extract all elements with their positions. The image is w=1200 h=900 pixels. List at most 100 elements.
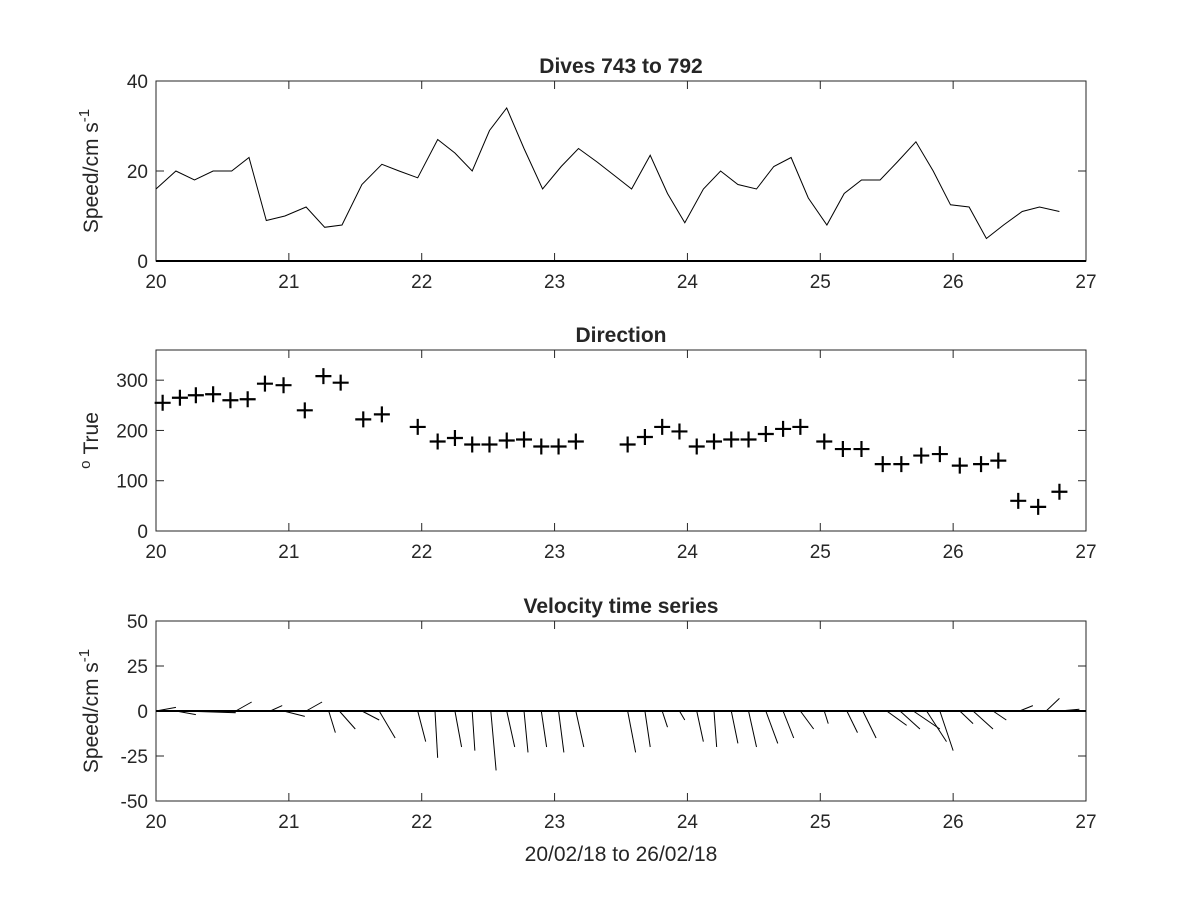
velocity-vector: [523, 710, 529, 753]
direction-point: [740, 431, 757, 448]
y-axis-label-superscript: o: [77, 461, 94, 469]
direction-point: [550, 438, 567, 455]
direction-point: [913, 447, 930, 464]
x-tick-label: 23: [544, 812, 565, 833]
direction-point: [1010, 492, 1027, 509]
x-tick-label: 27: [1075, 272, 1096, 293]
y-axis-label-main: True: [80, 412, 103, 454]
direction-point: [688, 438, 705, 455]
velocity-vector: [471, 710, 476, 751]
x-tick-label: 24: [677, 812, 699, 833]
direction-panel: 20 21 22 23 24 25 26 27 0 100 200 300 Direction o True: [77, 324, 1097, 563]
y-axis-label-main: Speed/cm s: [80, 122, 103, 233]
x-tick-label: 23: [544, 542, 565, 563]
velocity-vector: [454, 710, 463, 748]
direction-point: [931, 446, 948, 463]
chart-title: Direction: [575, 324, 666, 347]
direction-point: [355, 411, 372, 428]
velocity-vector: [913, 710, 941, 730]
direction-point: [990, 452, 1007, 469]
y-tick-label: 20: [127, 162, 148, 183]
velocity-vector: [283, 710, 305, 717]
x-tick-label: 23: [544, 272, 565, 293]
velocity-vector: [182, 710, 236, 714]
velocity-vector: [730, 710, 739, 744]
x-tick-label: 22: [411, 812, 432, 833]
velocity-vector: [1019, 705, 1034, 712]
velocity-vector: [782, 710, 795, 739]
y-tick-label: 100: [116, 472, 148, 493]
y-axis-label-main: Speed/cm s: [80, 662, 103, 773]
direction-point: [1051, 483, 1068, 500]
x-tick-label: 27: [1075, 812, 1096, 833]
direction-point: [429, 433, 446, 450]
direction-point: [619, 436, 636, 453]
x-tick-label: 21: [278, 272, 299, 293]
velocity-vector: [575, 710, 585, 748]
plot-frame: [155, 80, 1087, 262]
direction-point: [533, 438, 550, 455]
y-axis-label-superscript: -1: [76, 649, 93, 662]
velocity-vector: [846, 710, 858, 733]
velocity-vector: [270, 705, 283, 712]
direction-point: [723, 431, 740, 448]
x-tick-label: 25: [810, 272, 831, 293]
velocity-vector: [765, 710, 779, 744]
velocity-vector: [305, 701, 323, 712]
velocity-vector: [823, 710, 829, 724]
x-tick-label: 27: [1075, 542, 1096, 563]
y-tick-label: 0: [137, 252, 148, 273]
velocity-vector: [328, 710, 336, 733]
x-tick-label: 26: [943, 272, 964, 293]
velocity-vector: [627, 710, 637, 753]
velocity-vector: [926, 710, 947, 742]
y-tick-label: 200: [116, 421, 148, 442]
direction-point: [446, 429, 463, 446]
x-tick-label: 22: [411, 542, 432, 563]
direction-point: [874, 456, 891, 473]
direction-point: [636, 428, 653, 445]
velocity-panel: 20 21 22 23 24 25 26 27 -50 -25 0 25 50 Velocity time…: [76, 595, 1097, 866]
direction-point: [973, 456, 990, 473]
plot-frame: [155, 349, 1087, 532]
velocity-vector: [886, 710, 907, 726]
direction-point: [373, 406, 390, 423]
velocity-vector: [713, 710, 718, 748]
velocity-vector: [195, 710, 236, 713]
x-tick-label: 25: [810, 812, 831, 833]
velocity-vector: [378, 710, 396, 739]
velocity-vector: [175, 710, 196, 716]
velocity-vector: [748, 710, 758, 748]
velocity-vector: [558, 710, 565, 753]
direction-point: [654, 418, 671, 435]
x-tick-label: 26: [943, 542, 964, 563]
velocity-vector: [1045, 698, 1060, 712]
direction-point: [951, 457, 968, 474]
y-tick-label: -25: [121, 747, 148, 768]
y-axis-label: Speed/cm s-1: [76, 649, 103, 773]
x-tick-label: 24: [677, 542, 699, 563]
velocity-vector: [338, 710, 356, 730]
velocity-vector: [992, 710, 1007, 721]
chart-title: Velocity time series: [524, 595, 719, 618]
x-tick-label: 21: [278, 812, 299, 833]
direction-point: [315, 368, 332, 385]
y-tick-label: 40: [127, 72, 148, 93]
x-tick-label: 20: [145, 812, 166, 833]
speed-series-line: [155, 107, 1060, 240]
x-axis-label: 20/02/18 to 26/02/18: [525, 843, 718, 866]
velocity-vector: [361, 710, 380, 721]
velocity-vector: [417, 710, 427, 742]
direction-point: [671, 423, 688, 440]
direction-point: [256, 375, 273, 392]
direction-point: [409, 418, 426, 435]
direction-point: [775, 420, 792, 437]
direction-point: [498, 432, 515, 449]
direction-point: [516, 431, 533, 448]
y-axis-label-superscript: -1: [76, 109, 93, 122]
direction-point: [205, 386, 222, 403]
x-tick-label: 22: [411, 272, 432, 293]
x-tick-label: 25: [810, 542, 831, 563]
